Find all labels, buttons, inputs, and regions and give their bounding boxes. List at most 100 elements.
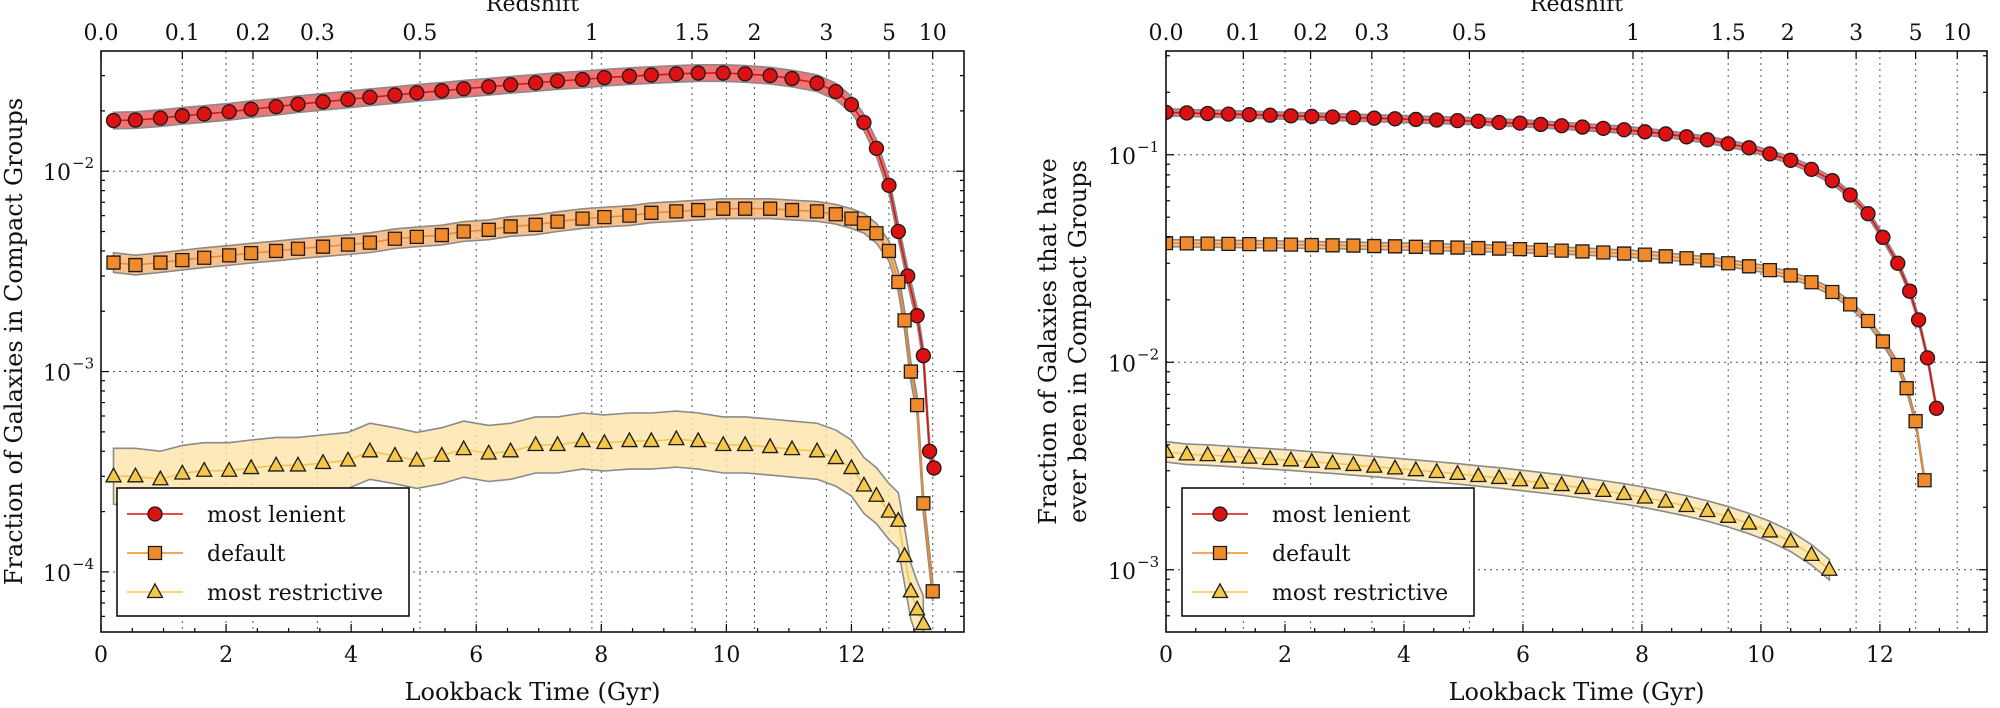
legend-entry: most restrictive [127, 581, 383, 606]
gridlines [101, 51, 964, 632]
point-circle [1553, 118, 1570, 134]
point-square [669, 204, 684, 219]
point-square [1899, 381, 1914, 396]
point-triangle [1573, 478, 1592, 495]
point-triangle [1820, 560, 1838, 576]
point-triangle [1698, 501, 1716, 518]
point-square [268, 243, 284, 259]
point-triangle [267, 455, 285, 472]
markers-circle [105, 65, 942, 476]
point-triangle [1657, 492, 1675, 508]
point-triangle [1719, 507, 1737, 523]
point-square [1262, 237, 1278, 252]
point-circle [1928, 400, 1945, 416]
point-circle [481, 79, 497, 95]
point-triangle [1365, 457, 1383, 473]
point-circle [387, 87, 403, 103]
y-tick-exponent: −3 [72, 355, 94, 373]
y-tick-base: 10 [1108, 560, 1136, 585]
point-circle [1179, 105, 1195, 121]
point-square [1346, 238, 1361, 253]
point-square [597, 209, 612, 225]
y-tick-label: 10 −1 [1108, 138, 1159, 170]
point-triangle [902, 581, 920, 598]
point-square [128, 257, 143, 273]
point-triangle [1324, 453, 1342, 470]
legend-marker-square [1212, 545, 1228, 561]
point-square [456, 224, 471, 239]
x-tick-label: 4 [1397, 643, 1411, 668]
top-tick-label: 10 [1943, 21, 1971, 46]
point-circle [1429, 112, 1445, 128]
point-triangle [880, 502, 898, 518]
point-circle [1241, 107, 1257, 123]
y-tick-exponent: −4 [72, 555, 94, 573]
series-line-circle [1166, 111, 1938, 409]
point-triangle [808, 441, 826, 458]
top-tick-label: 0.1 [165, 21, 200, 46]
point-triangle [842, 458, 861, 475]
point-square [1679, 251, 1694, 266]
legend-marker-square [147, 545, 163, 561]
point-triangle [827, 448, 845, 465]
y-tick-base: 10 [43, 562, 71, 587]
axes-frame [1165, 50, 1988, 633]
point-square [869, 226, 884, 241]
markers-circle [1166, 104, 1945, 416]
point-circle [621, 68, 638, 84]
point-triangle [1511, 470, 1529, 487]
point-circle [1803, 161, 1820, 178]
point-square [1221, 236, 1236, 252]
point-triangle [502, 441, 520, 458]
point-circle [196, 106, 212, 122]
point-circle [643, 67, 659, 83]
point-triangle [386, 446, 404, 462]
x-tick-label: 6 [469, 643, 483, 668]
legend-label: most lenient [1272, 503, 1411, 528]
point-circle [856, 114, 872, 131]
point-square [762, 201, 778, 216]
legend-marker-triangle [1211, 582, 1229, 599]
axes-frame [100, 50, 965, 633]
y-tick-label: 10 −4 [43, 555, 94, 587]
y-tick-label: 10 −3 [1108, 553, 1159, 585]
point-triangle [1740, 514, 1758, 530]
point-circle [1875, 229, 1891, 245]
point-triangle [361, 441, 379, 458]
point-circle [1824, 173, 1840, 189]
point-triangle [1532, 473, 1550, 489]
point-triangle [1553, 475, 1571, 492]
point-triangle [1677, 496, 1696, 513]
point-square [1387, 239, 1403, 254]
point-square [197, 250, 212, 265]
point-square [175, 252, 190, 268]
point-circle [762, 67, 778, 84]
x-tick-label: 6 [1516, 643, 1530, 668]
point-triangle [1615, 484, 1633, 501]
point-square [1200, 236, 1215, 251]
point-square [622, 208, 637, 223]
point-circle [1262, 107, 1278, 123]
point-triangle [1219, 446, 1238, 463]
legend-entry: default [1192, 542, 1351, 567]
top-tick-label: 0.0 [1149, 21, 1184, 46]
point-triangle [1199, 445, 1217, 462]
legend-entry: most lenient [127, 503, 346, 528]
point-triangle [220, 461, 238, 477]
point-square [856, 216, 872, 231]
point-triangle [1240, 448, 1258, 464]
point-circle [881, 177, 897, 193]
point-square [881, 243, 897, 259]
legend-entry: default [127, 542, 286, 567]
point-circle [362, 89, 378, 105]
markers-triangle [104, 429, 932, 631]
legend-entry: most lenient [1192, 503, 1411, 528]
top-axis-title: Redshift [1530, 0, 1623, 17]
legend-label: most restrictive [207, 581, 383, 606]
point-triangle [548, 435, 567, 452]
point-circle [268, 99, 284, 115]
point-circle [1890, 255, 1906, 271]
point-square [1741, 259, 1757, 274]
point-triangle [408, 450, 426, 467]
